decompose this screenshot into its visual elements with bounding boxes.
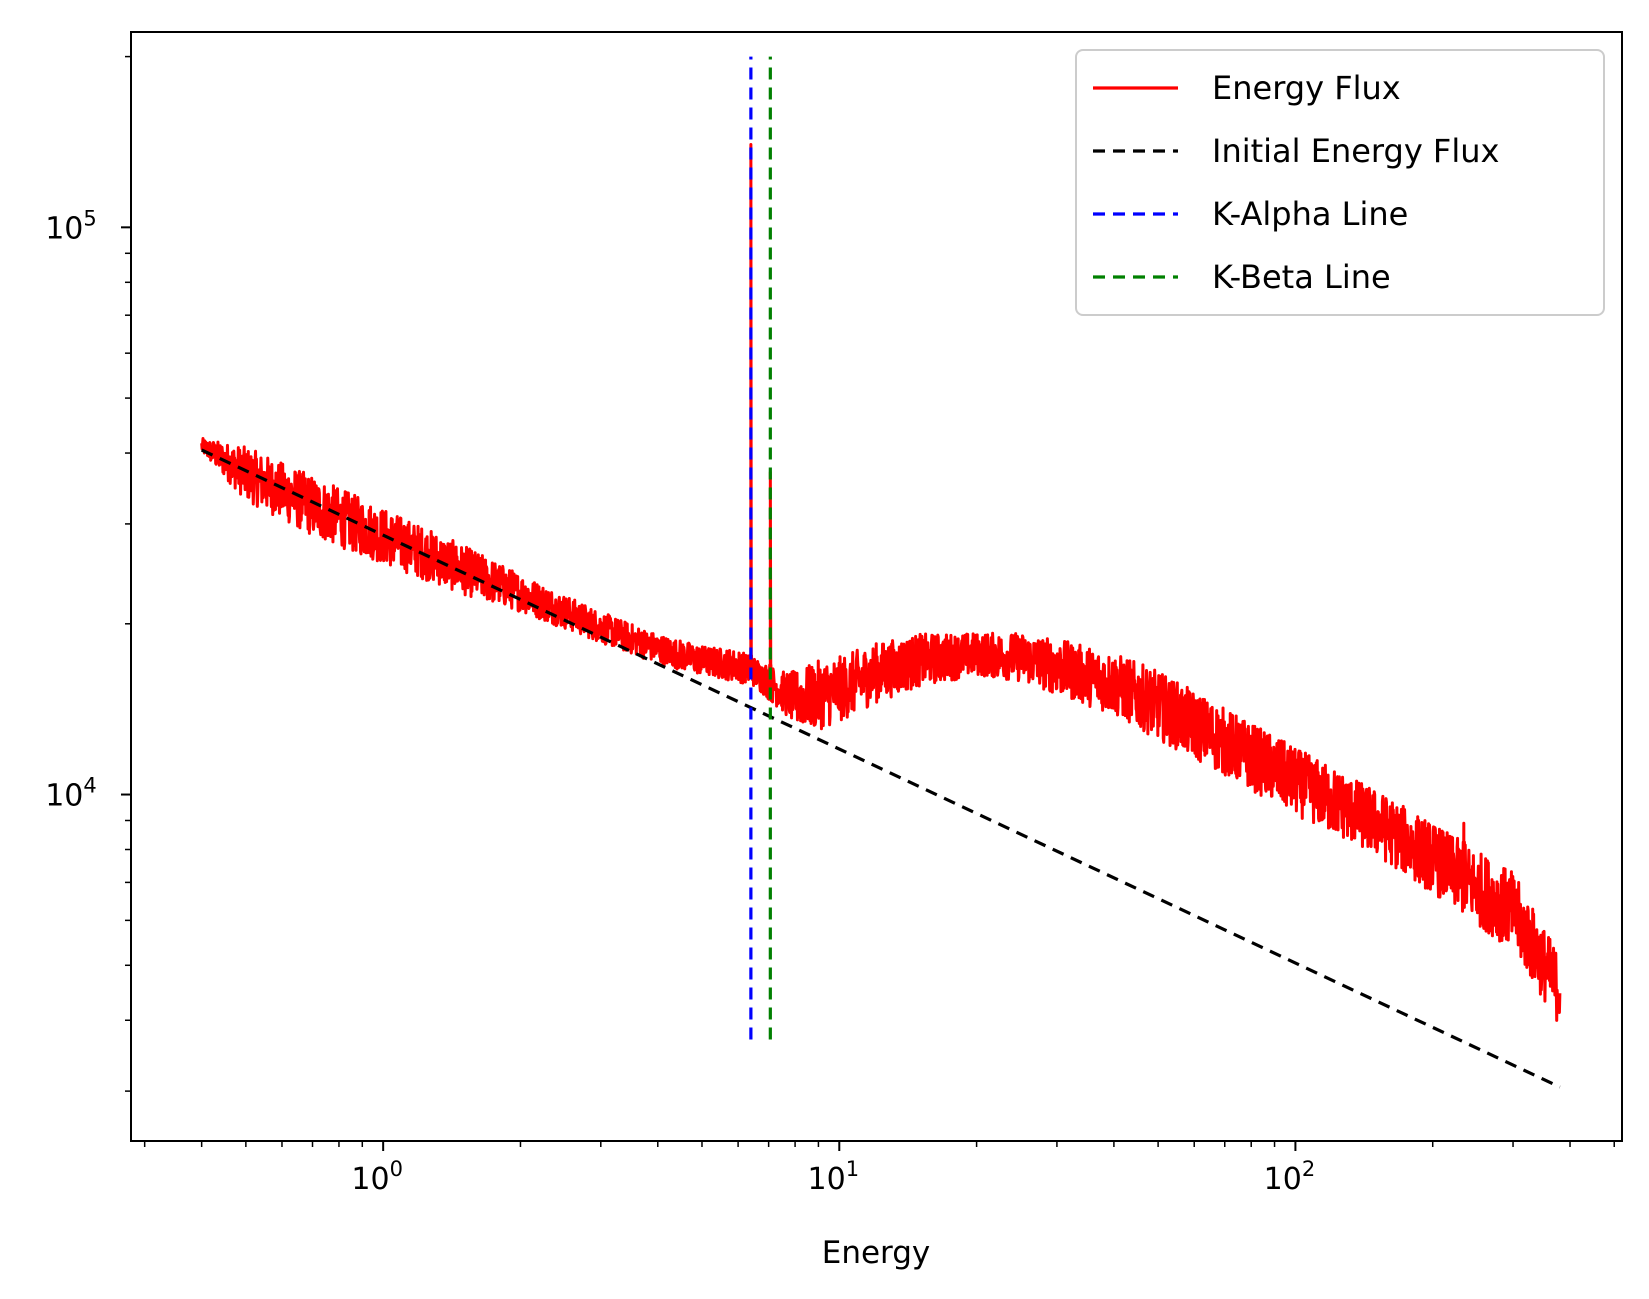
y-axis: 104 105 bbox=[45, 55, 131, 1092]
x-axis-label: Energy bbox=[822, 1235, 931, 1271]
y-tick-label: 104 bbox=[45, 774, 97, 814]
x-tick-label: 100 bbox=[351, 1157, 403, 1197]
initial-energy-flux-line bbox=[200, 448, 1561, 1089]
x-axis: 100 101 102 bbox=[143, 1141, 1615, 1197]
x-tick-label: 101 bbox=[808, 1157, 860, 1197]
legend: Energy Flux Initial Energy Flux K-Alpha Li… bbox=[1075, 49, 1605, 316]
energy-flux-line bbox=[200, 142, 1562, 1022]
plot-frame bbox=[130, 31, 1623, 1142]
series-layer bbox=[200, 56, 1562, 1089]
legend-label: K-Alpha Line bbox=[1212, 195, 1408, 233]
x-tick-label: 102 bbox=[1264, 1157, 1316, 1197]
y-tick-label: 105 bbox=[45, 206, 97, 246]
legend-label: Initial Energy Flux bbox=[1212, 132, 1499, 170]
legend-label: Energy Flux bbox=[1212, 69, 1401, 107]
legend-label: K-Beta Line bbox=[1212, 258, 1391, 296]
legend-box bbox=[1075, 49, 1605, 316]
